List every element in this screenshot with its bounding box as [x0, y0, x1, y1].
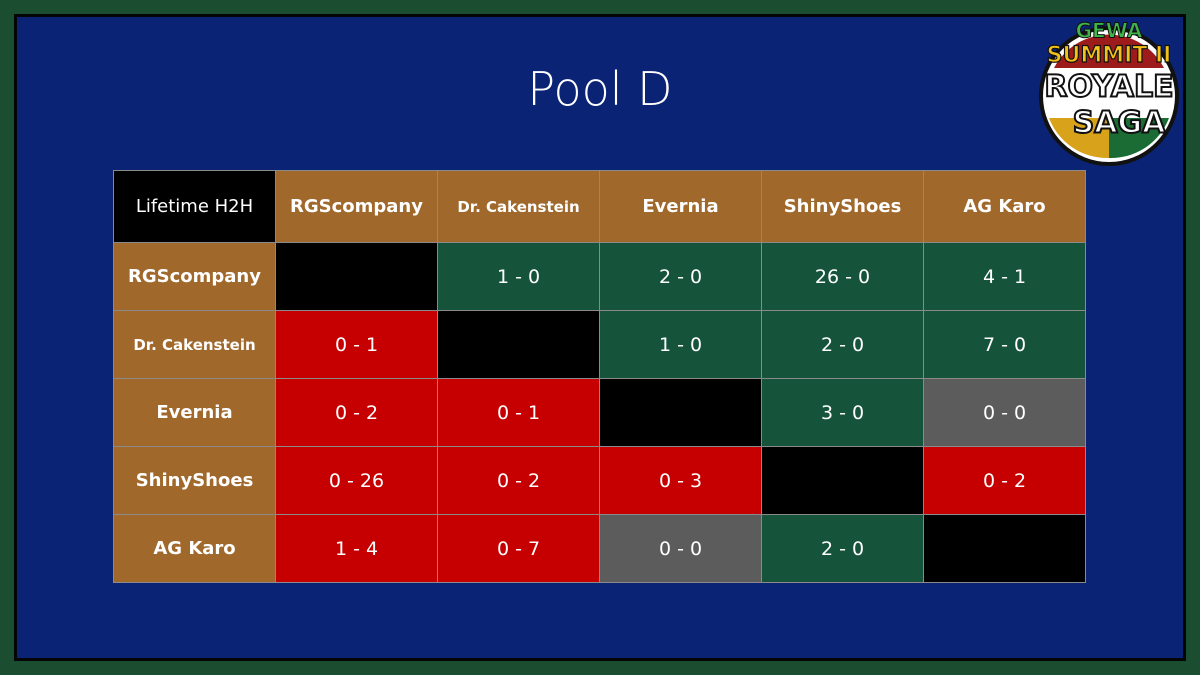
logo-line: SAGA: [1073, 106, 1166, 141]
record-cell: 1 - 0: [599, 310, 762, 379]
row-header: Evernia: [113, 378, 276, 447]
record-cell: 2 - 0: [599, 242, 762, 311]
empty-cell: [599, 378, 762, 447]
corner-label: Lifetime H2H: [113, 170, 276, 243]
empty-cell: [275, 242, 438, 311]
record-cell: 1 - 4: [275, 514, 438, 583]
record-cell: 0 - 26: [275, 446, 438, 515]
record-cell: 1 - 0: [437, 242, 600, 311]
column-header: ShinyShoes: [761, 170, 924, 243]
empty-cell: [761, 446, 924, 515]
record-cell: 2 - 0: [761, 514, 924, 583]
record-cell: 2 - 0: [761, 310, 924, 379]
record-cell: 0 - 2: [275, 378, 438, 447]
h2h-table: Lifetime H2H RGScompany Dr. Cakenstein Ever…: [113, 170, 1086, 583]
column-header: Dr. Cakenstein: [437, 170, 600, 243]
record-cell: 0 - 0: [599, 514, 762, 583]
record-cell: 0 - 1: [437, 378, 600, 447]
record-cell: 0 - 2: [437, 446, 600, 515]
record-cell: 7 - 0: [923, 310, 1086, 379]
record-cell: 0 - 2: [923, 446, 1086, 515]
record-cell: 0 - 7: [437, 514, 600, 583]
empty-cell: [923, 514, 1086, 583]
record-cell: 0 - 1: [275, 310, 438, 379]
logo-line: ROYALE: [1044, 70, 1173, 105]
row-header: ShinyShoes: [113, 446, 276, 515]
title: Pool D: [527, 62, 673, 116]
row-header: Dr. Cakenstein: [113, 310, 276, 379]
header-row: Lifetime H2H RGScompany Dr. Cakenstein Ever…: [113, 170, 1086, 243]
logo-line: GEWA: [1076, 19, 1143, 43]
row-header: RGScompany: [113, 242, 276, 311]
record-cell: 0 - 3: [599, 446, 762, 515]
logo-line: SUMMIT II: [1047, 43, 1172, 68]
record-cell: 26 - 0: [761, 242, 924, 311]
record-cell: 4 - 1: [923, 242, 1086, 311]
record-cell: 3 - 0: [761, 378, 924, 447]
column-header: Evernia: [599, 170, 762, 243]
record-cell: 0 - 0: [923, 378, 1086, 447]
logo: GEWA SUMMIT II ROYALE SAGA: [1039, 18, 1179, 166]
row-header: AG Karo: [113, 514, 276, 583]
empty-cell: [437, 310, 600, 379]
column-header: RGScompany: [275, 170, 438, 243]
column-header: AG Karo: [923, 170, 1086, 243]
